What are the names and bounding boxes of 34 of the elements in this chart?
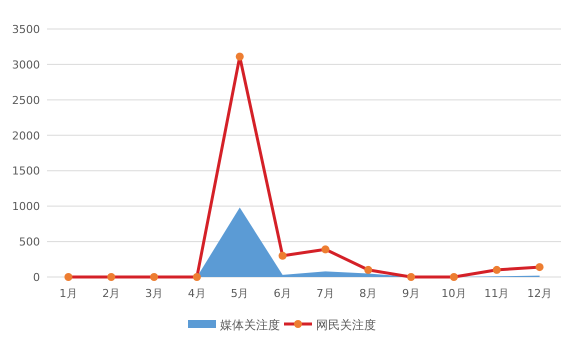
point bbox=[536, 263, 544, 272]
x-tick-label: 8月 bbox=[359, 287, 378, 300]
point bbox=[450, 273, 458, 281]
x-tick-label: 7月 bbox=[316, 287, 334, 300]
y-tick-label: 0 bbox=[33, 271, 40, 284]
y-tick-label: 2000 bbox=[12, 129, 40, 142]
x-tick-label: 12月 bbox=[527, 287, 552, 300]
point bbox=[278, 252, 287, 260]
point bbox=[364, 266, 372, 274]
y-tick-label: 1500 bbox=[12, 164, 40, 178]
x-tick-label: 1月 bbox=[59, 287, 78, 300]
x-tick-label: 10月 bbox=[441, 287, 466, 300]
y-tick-label: 500 bbox=[19, 236, 40, 249]
x-tick-label: 3月 bbox=[145, 287, 164, 300]
y-tick-label: 3000 bbox=[12, 58, 40, 72]
point bbox=[192, 273, 201, 281]
y-tick-label: 3500 bbox=[12, 23, 40, 36]
point bbox=[236, 52, 244, 61]
x-tick-label: 2月 bbox=[102, 287, 120, 300]
x-tick-label: 5月 bbox=[230, 287, 249, 300]
point bbox=[107, 273, 116, 281]
point bbox=[321, 245, 330, 254]
x-tick-label: 4月 bbox=[188, 287, 206, 300]
point bbox=[64, 273, 72, 281]
legend-label: 媒体关注度 bbox=[220, 318, 280, 332]
point bbox=[492, 266, 501, 274]
x-tick-label: 9月 bbox=[402, 287, 420, 300]
x-tick-label: 6月 bbox=[274, 287, 292, 300]
x-tick-label: 11月 bbox=[484, 287, 510, 300]
y-tick-label: 1000 bbox=[12, 200, 40, 214]
y-tick-label: 2500 bbox=[12, 94, 40, 107]
legend-label: 网民关注度 bbox=[316, 318, 376, 332]
point bbox=[150, 273, 158, 281]
point bbox=[407, 273, 416, 281]
